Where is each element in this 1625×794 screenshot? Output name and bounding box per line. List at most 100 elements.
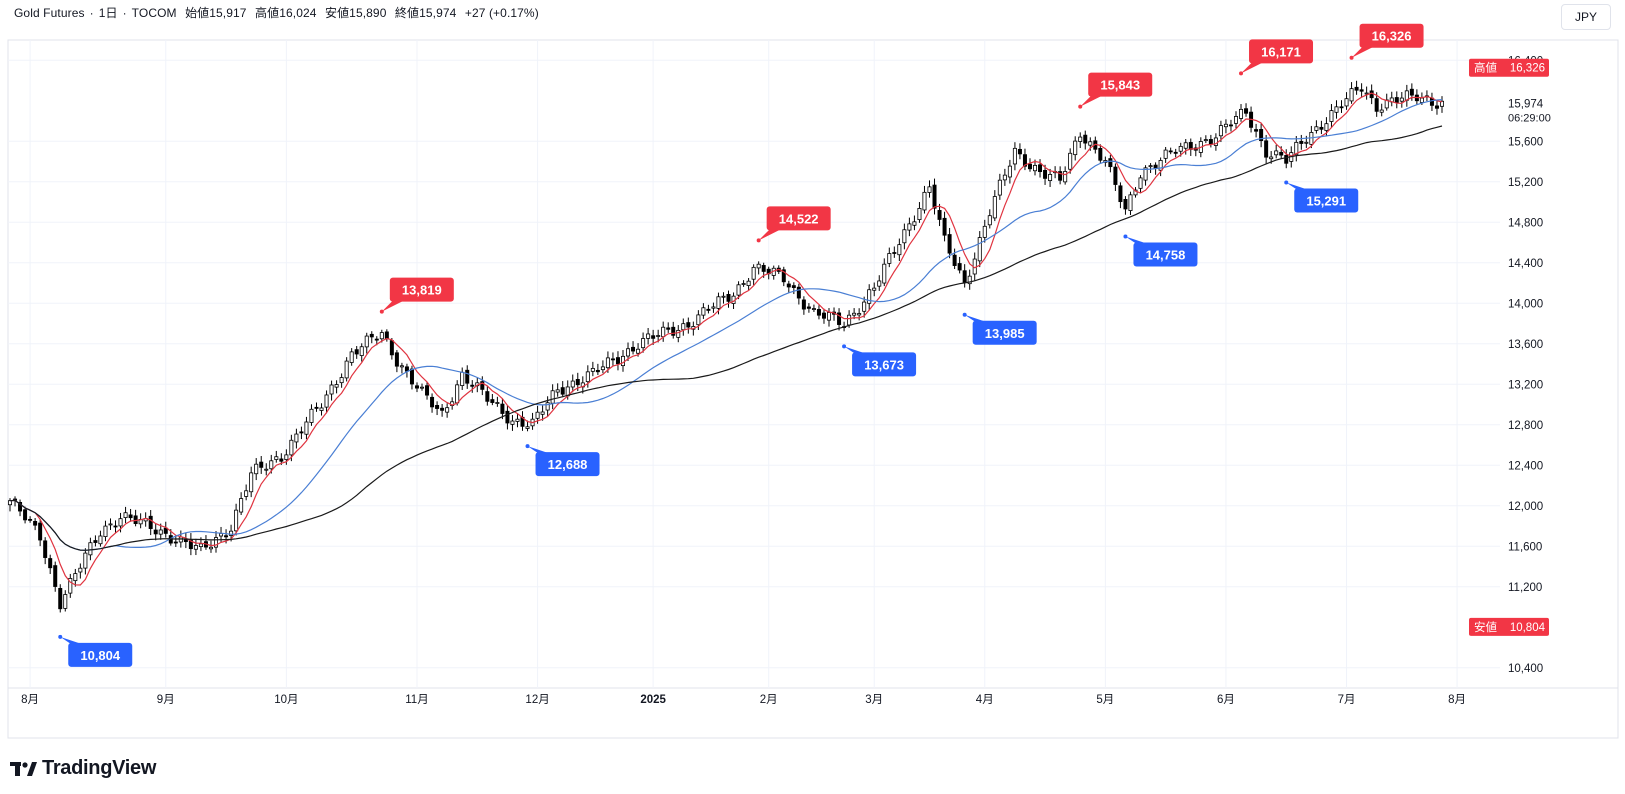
candle[interactable] (821, 308, 826, 324)
candle[interactable] (369, 331, 374, 344)
candle[interactable] (756, 261, 761, 275)
candle[interactable] (610, 352, 615, 366)
candle[interactable] (1329, 104, 1334, 129)
candle[interactable] (63, 590, 68, 612)
candle[interactable] (173, 535, 178, 547)
candle[interactable] (952, 248, 957, 270)
candle[interactable] (1379, 103, 1384, 117)
candle[interactable] (435, 401, 440, 416)
candle[interactable] (399, 362, 404, 374)
candle[interactable] (1158, 157, 1163, 177)
candle[interactable] (721, 292, 726, 304)
candle[interactable] (726, 290, 731, 308)
candle[interactable] (967, 269, 972, 290)
candle[interactable] (651, 329, 656, 345)
tradingview-logo[interactable]: TradingView (10, 757, 156, 780)
candle[interactable] (214, 531, 219, 553)
candle[interactable] (892, 246, 897, 258)
high-price-callout[interactable]: 15,843 (1078, 72, 1153, 109)
candle[interactable] (977, 231, 982, 268)
candle[interactable] (138, 513, 143, 529)
candle[interactable] (1138, 175, 1143, 193)
candle[interactable] (264, 463, 269, 476)
candle[interactable] (791, 282, 796, 295)
candle[interactable] (364, 332, 369, 354)
candle[interactable] (1294, 136, 1299, 162)
candle[interactable] (108, 518, 113, 530)
candle[interactable] (947, 227, 952, 259)
candle[interactable] (1113, 163, 1118, 191)
low-price-callout[interactable]: 14,758 (1123, 234, 1198, 267)
low-price-callout[interactable]: 15,291 (1284, 180, 1359, 213)
candle[interactable] (495, 396, 500, 407)
candle[interactable] (676, 325, 681, 343)
candle[interactable] (33, 518, 38, 531)
high-price-callout[interactable]: 14,522 (756, 206, 831, 243)
candle[interactable] (23, 506, 28, 524)
candle[interactable] (48, 554, 53, 575)
candle[interactable] (294, 428, 299, 449)
candle[interactable] (1364, 86, 1369, 100)
candle[interactable] (525, 420, 530, 432)
candle[interactable] (746, 277, 751, 291)
candle[interactable] (1399, 92, 1404, 108)
candle[interactable] (671, 321, 676, 339)
candle[interactable] (600, 360, 605, 374)
candle[interactable] (1434, 100, 1439, 115)
candle[interactable] (932, 178, 937, 215)
candle[interactable] (1163, 146, 1168, 163)
candle[interactable] (957, 256, 962, 274)
candle[interactable] (1058, 166, 1063, 185)
high-price-callout[interactable]: 13,819 (379, 277, 454, 314)
candle[interactable] (354, 346, 359, 359)
ma-mid-line[interactable] (9, 99, 1443, 551)
candle[interactable] (962, 264, 967, 288)
low-price-callout[interactable]: 10,804 (58, 634, 133, 667)
candle[interactable] (1339, 100, 1344, 113)
candle[interactable] (309, 404, 314, 426)
candle[interactable] (1203, 135, 1208, 144)
candle[interactable] (88, 537, 93, 561)
candle[interactable] (133, 509, 138, 527)
candle[interactable] (38, 519, 43, 547)
candle[interactable] (620, 350, 625, 372)
candle[interactable] (646, 328, 651, 345)
candle[interactable] (1068, 148, 1073, 174)
candle[interactable] (234, 503, 239, 536)
time-axis-label[interactable]: 8月 (1448, 694, 1466, 706)
low-price-callout[interactable]: 12,688 (525, 444, 600, 477)
candle[interactable] (661, 321, 666, 342)
candle[interactable] (359, 343, 364, 362)
candle[interactable] (274, 450, 279, 463)
candle[interactable] (862, 296, 867, 318)
candle[interactable] (1299, 134, 1304, 150)
candle[interactable] (1264, 134, 1269, 164)
candle[interactable] (751, 264, 756, 286)
candle[interactable] (520, 411, 525, 431)
candle[interactable] (28, 516, 33, 523)
candle[interactable] (1143, 165, 1148, 186)
time-axis-label[interactable]: 5月 (1096, 694, 1114, 706)
candle[interactable] (867, 284, 872, 310)
candle[interactable] (1108, 154, 1113, 173)
candle[interactable] (1354, 80, 1359, 95)
candle[interactable] (1098, 144, 1103, 163)
candle[interactable] (425, 381, 430, 400)
candle[interactable] (163, 521, 168, 538)
candle[interactable] (485, 386, 490, 406)
candle[interactable] (93, 535, 98, 547)
candle[interactable] (98, 530, 103, 547)
candle[interactable] (1344, 92, 1349, 110)
candle[interactable] (334, 380, 339, 394)
candle[interactable] (887, 247, 892, 268)
time-axis-label[interactable]: 9月 (157, 694, 175, 706)
candle[interactable] (304, 416, 309, 440)
candle[interactable] (78, 563, 83, 579)
candle[interactable] (882, 258, 887, 287)
candle[interactable] (1334, 100, 1339, 119)
candle[interactable] (595, 363, 600, 375)
candle[interactable] (319, 403, 324, 416)
candle[interactable] (83, 548, 88, 575)
time-axis-label[interactable]: 12月 (525, 694, 549, 706)
candle[interactable] (1424, 90, 1429, 102)
